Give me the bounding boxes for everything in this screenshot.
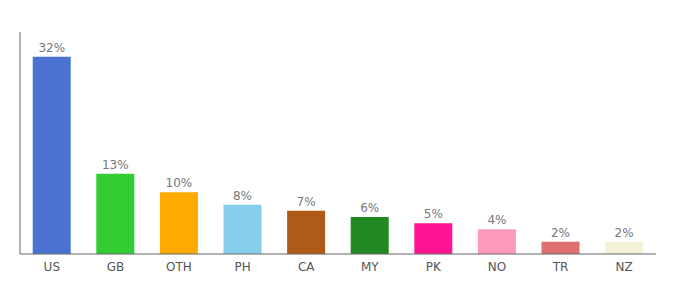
svg-text:7%: 7% <box>297 195 316 209</box>
svg-text:5%: 5% <box>424 207 443 221</box>
svg-text:32%: 32% <box>38 41 65 55</box>
svg-text:8%: 8% <box>233 189 252 203</box>
svg-text:13%: 13% <box>102 158 129 172</box>
svg-text:2%: 2% <box>551 226 570 240</box>
svg-text:PH: PH <box>234 260 250 274</box>
svg-text:PK: PK <box>426 260 442 274</box>
svg-text:6%: 6% <box>360 201 379 215</box>
svg-text:NO: NO <box>488 260 506 274</box>
svg-text:TR: TR <box>552 260 569 274</box>
svg-text:10%: 10% <box>166 176 193 190</box>
svg-text:NZ: NZ <box>616 260 633 274</box>
svg-text:GB: GB <box>107 260 125 274</box>
svg-text:OTH: OTH <box>166 260 192 274</box>
svg-text:4%: 4% <box>487 213 506 227</box>
svg-text:MY: MY <box>361 260 379 274</box>
svg-text:US: US <box>44 260 60 274</box>
svg-text:2%: 2% <box>615 226 634 240</box>
svg-text:CA: CA <box>298 260 315 274</box>
